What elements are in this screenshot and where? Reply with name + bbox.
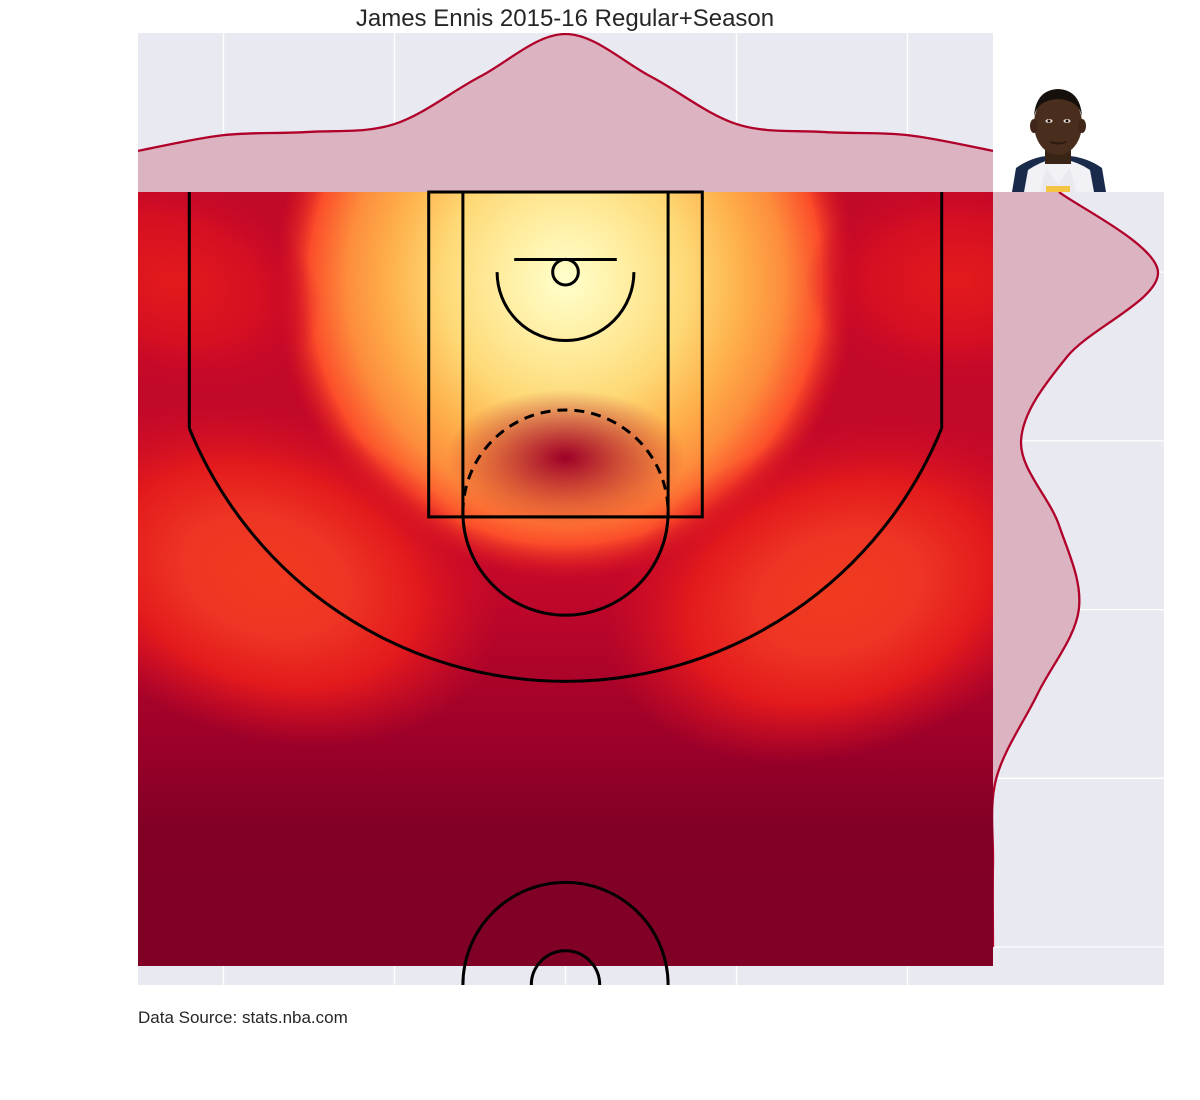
heatmap-hotspots <box>138 192 993 765</box>
court-restricted-arc <box>495 272 636 343</box>
right-marginal-density-fill <box>993 192 1159 948</box>
right-marginal-density-line <box>993 192 1160 948</box>
heatmap-hotspot <box>605 421 993 765</box>
player-headshot <box>993 84 1126 192</box>
heatmap-hotspot <box>138 192 322 390</box>
top-marginal-density-line <box>138 33 993 153</box>
heatmap-hotspot <box>138 404 500 748</box>
data-source-note: Data Source: stats.nba.com <box>138 1008 348 1027</box>
heatmap-hotspot <box>804 192 993 384</box>
basketball-court-lines <box>187 190 944 986</box>
top-marginal-density-fill <box>138 34 993 192</box>
chart-title: James Ennis 2015-16 Regular+Season <box>356 5 774 32</box>
right-marginal-axes <box>993 192 1164 985</box>
top-marginal-axes <box>138 33 993 192</box>
court-center-circle-outer <box>461 880 670 986</box>
court-paint-inner <box>461 190 670 519</box>
shot-density-heatmap <box>138 192 993 966</box>
court-free-throw-arc-top <box>461 408 670 513</box>
court-three-point-arc <box>187 427 944 683</box>
court-center-circle-inner <box>529 949 602 986</box>
court-free-throw-arc-bottom <box>461 512 670 617</box>
heatmap-hotspot <box>445 389 686 527</box>
